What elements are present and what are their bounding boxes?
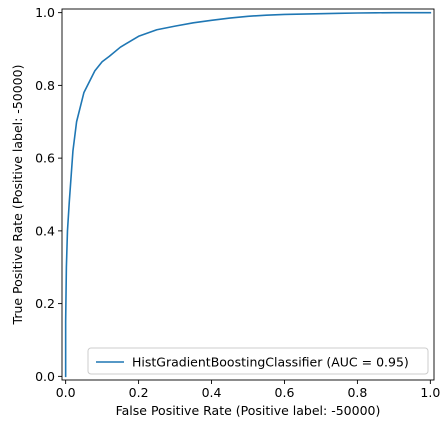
axes-frame <box>61 8 435 381</box>
legend-label: HistGradientBoostingClassifier (AUC = 0.… <box>132 355 409 370</box>
y-tick-label: 0.2 <box>35 296 55 311</box>
y-tick-label: 0.6 <box>35 151 55 166</box>
plot-area <box>64 11 432 378</box>
x-tick-label: 0.6 <box>275 385 295 400</box>
axes: 0.0 0.2 0.4 0.6 0.8 1.0 0.0 0.2 0.4 0.6 0.8 1.0 <box>35 5 440 400</box>
y-tick-label: 0.8 <box>35 78 55 93</box>
x-tick-label: 1.0 <box>420 385 440 400</box>
legend: HistGradientBoostingClassifier (AUC = 0.… <box>87 347 429 375</box>
x-tick-label: 0.8 <box>347 385 367 400</box>
x-tick-label: 0.4 <box>202 385 222 400</box>
y-tick-label: 0.0 <box>35 369 55 384</box>
y-tick-label: 1.0 <box>35 5 55 20</box>
series-line-0 <box>64 11 432 378</box>
x-axis-label: False Positive Rate (Positive label: -50… <box>116 403 381 418</box>
y-axis-label: True Positive Rate (Positive label: -500… <box>10 65 25 326</box>
x-tick-label: 0.0 <box>56 385 76 400</box>
legend-box <box>87 347 429 375</box>
x-tick-label: 0.2 <box>129 385 149 400</box>
y-tick-label: 0.4 <box>35 223 55 238</box>
